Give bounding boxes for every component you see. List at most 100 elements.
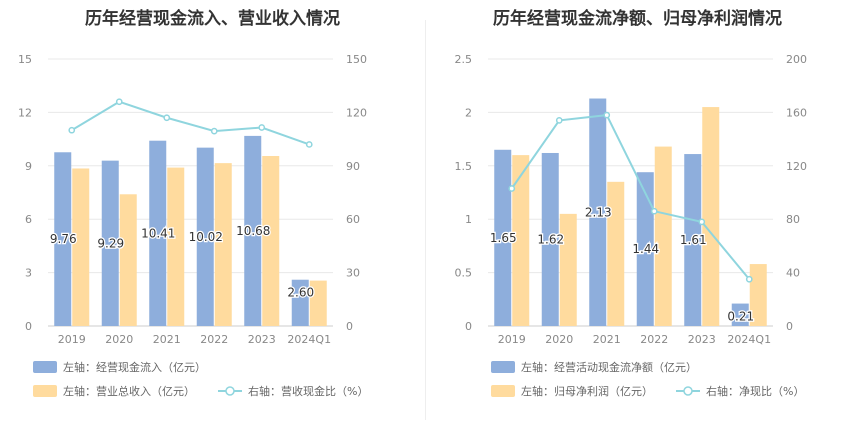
right-series-line: [510, 113, 751, 280]
right-bar-series2: [512, 155, 530, 326]
left-left-tick-label: 3: [25, 267, 32, 280]
left-right-tick-label: 60: [346, 213, 360, 226]
left-legend-label: 左轴：经营现金流入（亿元）: [63, 360, 206, 374]
left-line-point: [305, 141, 313, 148]
left-right-tick-label: 30: [346, 267, 360, 280]
left-legend-swatch: [33, 361, 57, 373]
right-chart-panel: 历年经营现金流净额、归母净利润情况 0 0 0.5 40 1 80 1.5 120 2 160 2.…: [425, 0, 850, 437]
left-legend-swatch-point: [225, 386, 235, 396]
right-bar-data-label: 2.13: [585, 205, 612, 219]
right-right-tick-label: 40: [786, 267, 800, 280]
left-right-tick-label: 150: [346, 53, 367, 66]
right-left-tick-label: 2.5: [455, 53, 473, 66]
right-bar-series1: [494, 149, 512, 326]
left-x-tick-label: 2022: [200, 333, 228, 346]
left-left-tick-label: 9: [25, 160, 32, 173]
right-legend-swatch: [491, 361, 515, 373]
right-bar-series1: [541, 152, 559, 326]
left-bar-series1: [196, 147, 214, 326]
right-right-tick-label: 160: [786, 106, 807, 119]
left-right-tick-label: 0: [346, 320, 353, 333]
left-series-line: [71, 100, 310, 146]
left-chart-svg: 0 0 3 30 6 60 9 90 12 120 15 150 2019 2020 2021 2022 202…: [18, 53, 368, 398]
left-bar-series2: [119, 194, 137, 326]
right-x-tick-label: 2023: [688, 333, 716, 346]
right-left-tick-label: 1.5: [455, 160, 473, 173]
right-bar-data-label: 1.61: [680, 233, 707, 247]
left-legend-label: 右轴：营收现金比（%）: [248, 384, 368, 398]
left-bar-series2: [214, 163, 232, 326]
right-bar-data-label: 0.21: [727, 310, 754, 324]
right-line-point: [650, 207, 658, 215]
left-x-tick-label: 2024Q1: [287, 333, 331, 346]
right-x-tick-label: 2021: [593, 333, 621, 346]
left-bar-data-label: 9.76: [50, 232, 77, 246]
right-bar-series1: [636, 172, 654, 326]
right-bar-series1: [589, 98, 607, 327]
left-line-point: [115, 98, 123, 106]
left-chart-panel: 历年经营现金流入、营业收入情况 0 0 3 30 6 60 9 90 12 120 15 150 201…: [0, 0, 425, 437]
left-left-tick-label: 6: [25, 213, 32, 226]
left-bar-series2: [72, 168, 90, 326]
right-bar-series2: [749, 264, 767, 326]
left-legend-swatch: [33, 385, 57, 397]
left-bar-data-label: 2.60: [287, 286, 314, 300]
right-legend-swatch: [491, 385, 515, 397]
right-line-point: [508, 185, 516, 192]
left-bar-series1: [149, 140, 167, 326]
right-bar-series2: [607, 181, 625, 326]
right-bar-data-label: 1.62: [537, 232, 564, 246]
left-line-point: [68, 126, 76, 134]
left-x-tick-label: 2023: [248, 333, 276, 346]
right-left-tick-label: 0: [465, 320, 472, 333]
right-line-point: [745, 275, 753, 283]
right-bar-data-label: 1.65: [490, 231, 517, 245]
right-right-tick-label: 200: [786, 53, 807, 66]
left-line-point: [163, 114, 171, 122]
left-left-tick-label: 15: [18, 53, 32, 66]
left-bar-series1: [101, 160, 119, 326]
right-right-tick-label: 0: [786, 320, 793, 333]
left-line-point: [210, 127, 218, 135]
right-legend-label: 右轴：净现比（%）: [706, 384, 804, 398]
right-left-tick-label: 2: [465, 106, 472, 119]
right-line-point: [555, 117, 563, 124]
left-bar-series1: [54, 152, 72, 326]
left-bar-series1: [244, 135, 262, 326]
left-bar-data-label: 10.41: [141, 226, 175, 240]
right-x-tick-label: 2020: [545, 333, 573, 346]
left-bar-data-label: 10.68: [236, 224, 270, 238]
left-x-tick-label: 2019: [58, 333, 86, 346]
right-legend-label: 左轴：经营活动现金流净额（亿元）: [521, 360, 697, 374]
left-bar-series2: [167, 167, 185, 326]
right-right-tick-label: 120: [786, 160, 807, 173]
left-bar-series1: [291, 279, 309, 326]
left-line-point: [258, 124, 266, 131]
right-line-point: [698, 218, 706, 226]
right-bar-data-label: 1.44: [632, 242, 659, 256]
left-right-tick-label: 120: [346, 106, 367, 119]
right-bar-series1: [731, 303, 749, 326]
right-bar-series1: [684, 154, 702, 326]
right-chart-title: 历年经营现金流净额、归母净利润情况: [493, 9, 782, 29]
right-line-point: [603, 111, 611, 119]
right-left-tick-label: 1: [465, 213, 472, 226]
right-right-tick-label: 80: [786, 213, 800, 226]
right-x-tick-label: 2019: [498, 333, 526, 346]
right-bar-series2: [559, 213, 577, 326]
right-chart-svg: 0 0 0.5 40 1 80 1.5 120 2 160 2.5 200 2019 2020 2021 20…: [455, 53, 808, 398]
left-bar-series2: [262, 156, 280, 326]
right-left-tick-label: 0.5: [455, 267, 473, 280]
right-legend-swatch-point: [683, 386, 693, 396]
left-left-tick-label: 0: [25, 320, 32, 333]
panel-divider: [425, 20, 426, 420]
left-x-tick-label: 2020: [105, 333, 133, 346]
right-bar-series2: [702, 107, 720, 326]
left-left-tick-label: 12: [18, 106, 32, 119]
left-legend-label: 左轴：营业总收入（亿元）: [63, 384, 195, 398]
left-bar-data-label: 10.02: [189, 230, 223, 244]
right-x-tick-label: 2022: [640, 333, 668, 346]
left-x-tick-label: 2021: [153, 333, 181, 346]
left-bar-series2: [309, 280, 327, 326]
right-legend-label: 左轴：归母净利润（亿元）: [521, 384, 653, 398]
